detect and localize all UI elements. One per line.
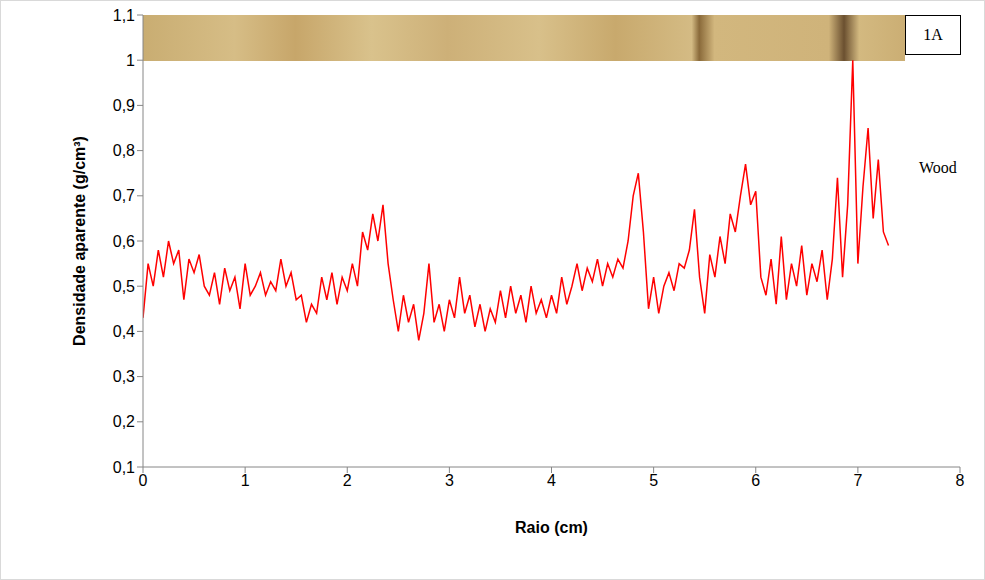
svg-text:1: 1	[126, 52, 135, 69]
svg-text:0,2: 0,2	[113, 413, 135, 430]
svg-text:Densidade aparente (g/cm³): Densidade aparente (g/cm³)	[71, 136, 88, 346]
svg-text:0,5: 0,5	[113, 278, 135, 295]
svg-text:0,8: 0,8	[113, 142, 135, 159]
svg-text:7: 7	[853, 472, 862, 489]
svg-text:0,6: 0,6	[113, 233, 135, 250]
svg-text:0,4: 0,4	[113, 323, 135, 340]
svg-text:4: 4	[547, 472, 556, 489]
svg-text:0,7: 0,7	[113, 187, 135, 204]
svg-text:3: 3	[445, 472, 454, 489]
svg-text:6: 6	[751, 472, 760, 489]
svg-text:0: 0	[139, 472, 148, 489]
svg-text:0,3: 0,3	[113, 368, 135, 385]
svg-text:5: 5	[649, 472, 658, 489]
svg-text:1,1: 1,1	[113, 7, 135, 24]
svg-text:2: 2	[343, 472, 352, 489]
svg-text:Raio (cm): Raio (cm)	[515, 519, 588, 536]
svg-text:1: 1	[241, 472, 250, 489]
html-text:1A: 1A	[923, 26, 943, 43]
html-text:Wood: Wood	[919, 159, 957, 176]
svg-text:0,9: 0,9	[113, 97, 135, 114]
svg-text:0,1: 0,1	[113, 459, 135, 476]
svg-text:8: 8	[956, 472, 965, 489]
